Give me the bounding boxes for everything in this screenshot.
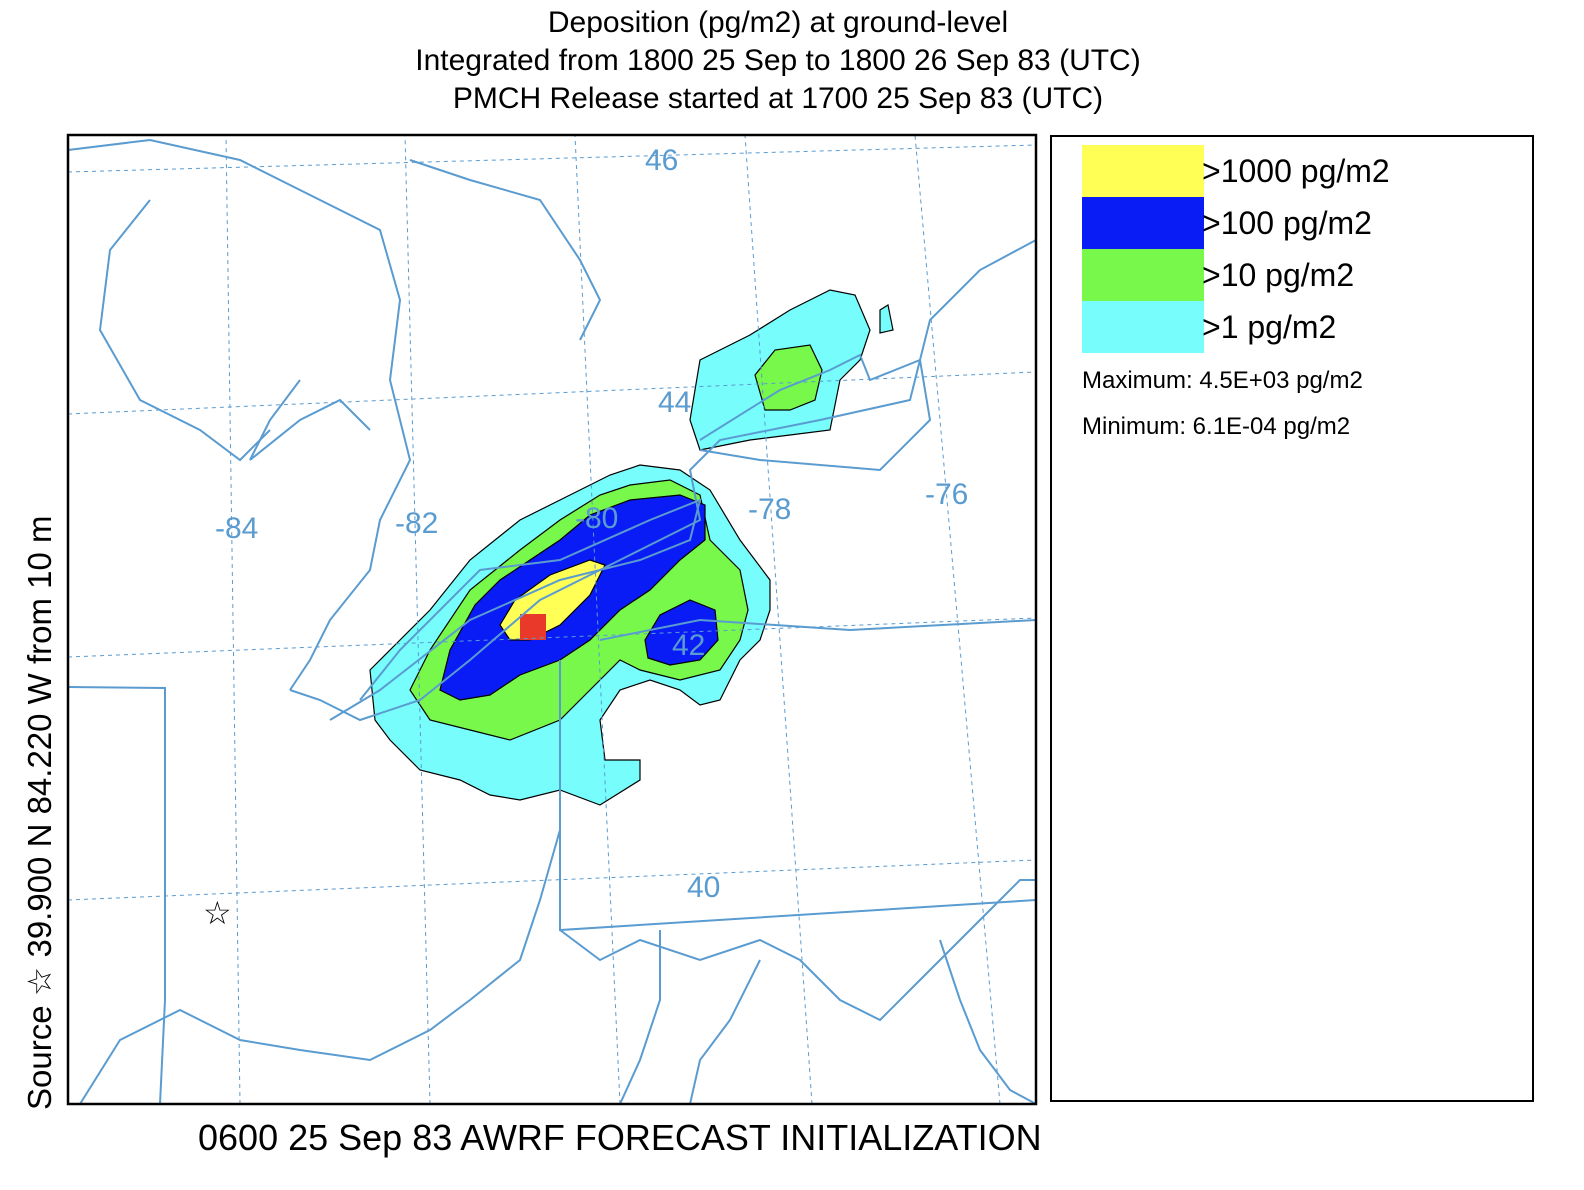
deposition-contours	[369, 289, 894, 806]
contour-10-ne	[754, 344, 823, 411]
lon-label: -76	[925, 478, 968, 511]
graticule-labels: 46 44 42 40 -84 -82 -80 -78 -76	[215, 144, 968, 904]
lon-label: -82	[395, 507, 438, 540]
lat-label: 40	[687, 871, 720, 904]
minimum-value: Minimum: 6.1E-04 pg/m2	[1082, 413, 1351, 440]
lon-label: -84	[215, 512, 258, 545]
legend-label: >100 pg/m2	[1202, 205, 1372, 241]
lon-label: -80	[575, 502, 618, 535]
maximum-value: Maximum: 4.5E+03 pg/m2	[1082, 367, 1363, 394]
star-icon: ☆	[203, 895, 232, 931]
map-frame	[66, 133, 1038, 1106]
legend-label: >1 pg/m2	[1202, 309, 1337, 345]
lat-label: 42	[672, 629, 705, 662]
legend-label: >1000 pg/m2	[1202, 153, 1390, 189]
legend-swatch-10	[1082, 249, 1204, 301]
lat-label: 46	[645, 144, 678, 177]
graticule	[68, 135, 1036, 1104]
title-line-3: PMCH Release started at 1700 25 Sep 83 (…	[452, 82, 1104, 115]
contour-100-east	[644, 599, 719, 666]
lat-label: 44	[658, 386, 691, 419]
title-line-2: Integrated from 1800 25 Sep to 1800 26 S…	[415, 44, 1141, 77]
contour-1-dot	[879, 304, 894, 334]
lon-label: -78	[748, 493, 791, 526]
legend-swatch-1	[1082, 301, 1204, 353]
forecast-label: 0600 25 Sep 83 AWRF FORECAST INITIALIZAT…	[198, 1117, 1042, 1158]
maximum-cell	[520, 614, 546, 640]
legend-label: >10 pg/m2	[1202, 257, 1355, 293]
map-boundaries	[68, 138, 1036, 1104]
title-line-1: Deposition (pg/m2) at ground-level	[547, 6, 1009, 39]
legend-swatch-1000	[1082, 145, 1204, 197]
source-label: Source ☆ 39.900 N 84.220 W from 10 m	[21, 515, 58, 1110]
legend-swatch-100	[1082, 197, 1204, 249]
legend-panel: >1000 pg/m2 >100 pg/m2 >10 pg/m2 >1 pg/m…	[1050, 135, 1534, 1102]
